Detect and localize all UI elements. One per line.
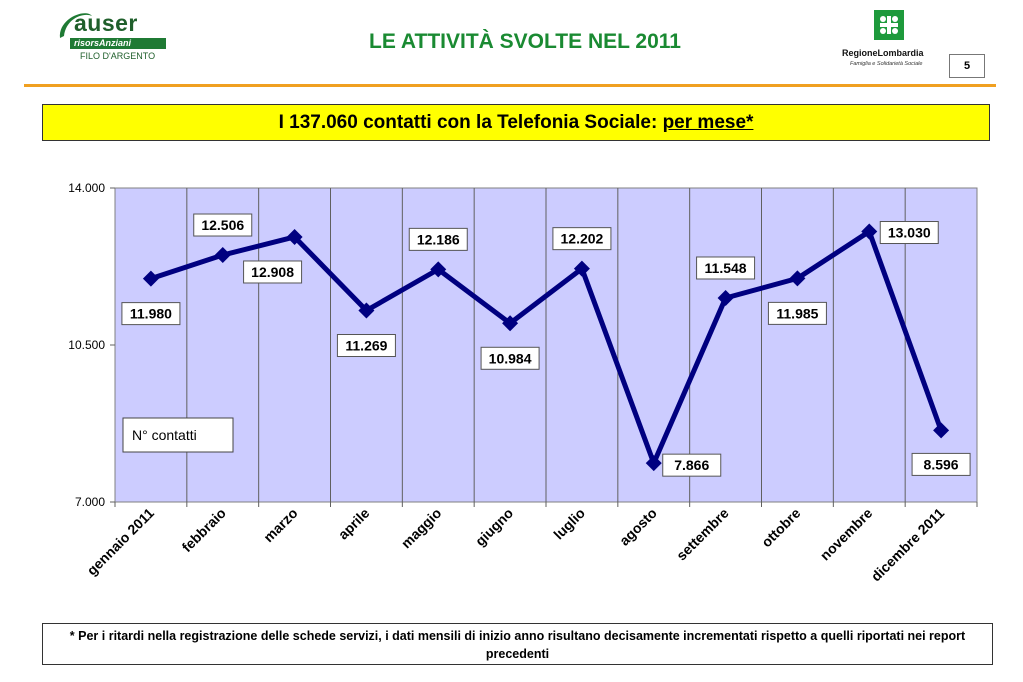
data-point-marker <box>573 260 590 277</box>
x-tick-label: dicembre 2011 <box>868 505 948 585</box>
data-label-box <box>662 453 722 477</box>
data-label-box <box>193 213 253 237</box>
x-tick-label: novembre <box>817 505 876 564</box>
data-label-box <box>243 260 303 284</box>
page-number: 5 <box>949 54 985 78</box>
data-label-box <box>696 256 756 280</box>
data-label-box <box>121 302 181 326</box>
data-label-box <box>480 346 540 370</box>
x-tick-label: aprile <box>335 505 373 543</box>
data-point-marker <box>430 261 447 278</box>
data-label: 11.980 <box>130 306 172 322</box>
x-tick-label: febbraio <box>179 505 229 555</box>
headline-underlined: per mese* <box>662 112 754 133</box>
data-label: 11.985 <box>776 305 818 321</box>
auser-logo-sub: risorsAnziani <box>70 38 166 49</box>
y-tick-label: 7.000 <box>75 495 105 509</box>
data-label: 12.908 <box>251 264 294 280</box>
x-tick-label: ottobre <box>758 505 804 551</box>
data-label-box <box>879 221 939 245</box>
data-point-marker <box>358 302 375 319</box>
data-label: 13.030 <box>888 225 931 241</box>
data-label: 12.186 <box>417 231 460 247</box>
data-point-marker <box>789 270 806 287</box>
data-point-marker <box>502 315 519 332</box>
data-point-marker <box>933 422 950 439</box>
x-tick-label: giugno <box>472 505 516 549</box>
x-tick-label: settembre <box>673 505 732 564</box>
regione-logo-sub: Famiglia e Solidarietà Sociale <box>850 61 923 67</box>
data-point-marker <box>645 455 662 472</box>
footnote: * Per i ritardi nella registrazione dell… <box>42 623 993 665</box>
data-label: 7.866 <box>674 457 709 473</box>
headline-text: I 137.060 contatti con la Telefonia Soci… <box>278 112 663 133</box>
data-point-marker <box>286 228 303 245</box>
y-tick-label: 14.000 <box>68 181 105 195</box>
y-tick-label: 10.500 <box>68 338 105 352</box>
x-tick-label: marzo <box>260 505 300 545</box>
data-label: 11.548 <box>705 260 747 276</box>
x-tick-label: gennaio 2011 <box>84 505 158 579</box>
line-chart: 7.000 10.500 14.000 gennaio 2011 febbraio mar… <box>68 181 978 585</box>
data-label-box <box>408 227 468 251</box>
series-line <box>150 229 944 466</box>
x-tick-label: agosto <box>616 505 660 549</box>
data-label-box <box>336 334 396 358</box>
data-label-box <box>911 452 971 476</box>
regione-logo-name: RegioneLombardia <box>842 48 924 58</box>
legend-label: N° contatti <box>132 427 197 443</box>
data-point-marker <box>142 270 159 287</box>
headline-box: I 137.060 contatti con la Telefonia Soci… <box>42 104 990 141</box>
x-tick-label: maggio <box>398 505 445 552</box>
data-point-marker <box>861 223 878 240</box>
data-label: 12.506 <box>201 217 244 233</box>
regione-lombardia-logo: RegioneLombardia Famiglia e Solidarietà … <box>840 8 935 70</box>
data-label-box <box>767 301 827 325</box>
auser-logo-name: auser <box>74 10 138 36</box>
page-title: LE ATTIVITÀ SVOLTE NEL 2011 <box>369 30 681 53</box>
data-label: 12.202 <box>561 231 604 247</box>
data-label: 8.596 <box>924 456 959 472</box>
rosa-camuna-icon <box>874 10 904 40</box>
legend-box <box>122 417 234 453</box>
auser-logo-tagline: FILO D'ARGENTO <box>80 51 156 61</box>
auser-swoosh-icon <box>59 13 92 38</box>
header-divider <box>24 84 996 87</box>
auser-logo: auser risorsAnziani FILO D'ARGENTO <box>56 8 174 66</box>
data-label: 10.984 <box>489 350 532 366</box>
data-label-box <box>552 227 612 251</box>
data-point-marker <box>214 247 231 264</box>
data-point-marker <box>717 289 734 306</box>
x-tick-label: luglio <box>550 505 588 543</box>
data-label: 11.269 <box>345 338 387 354</box>
